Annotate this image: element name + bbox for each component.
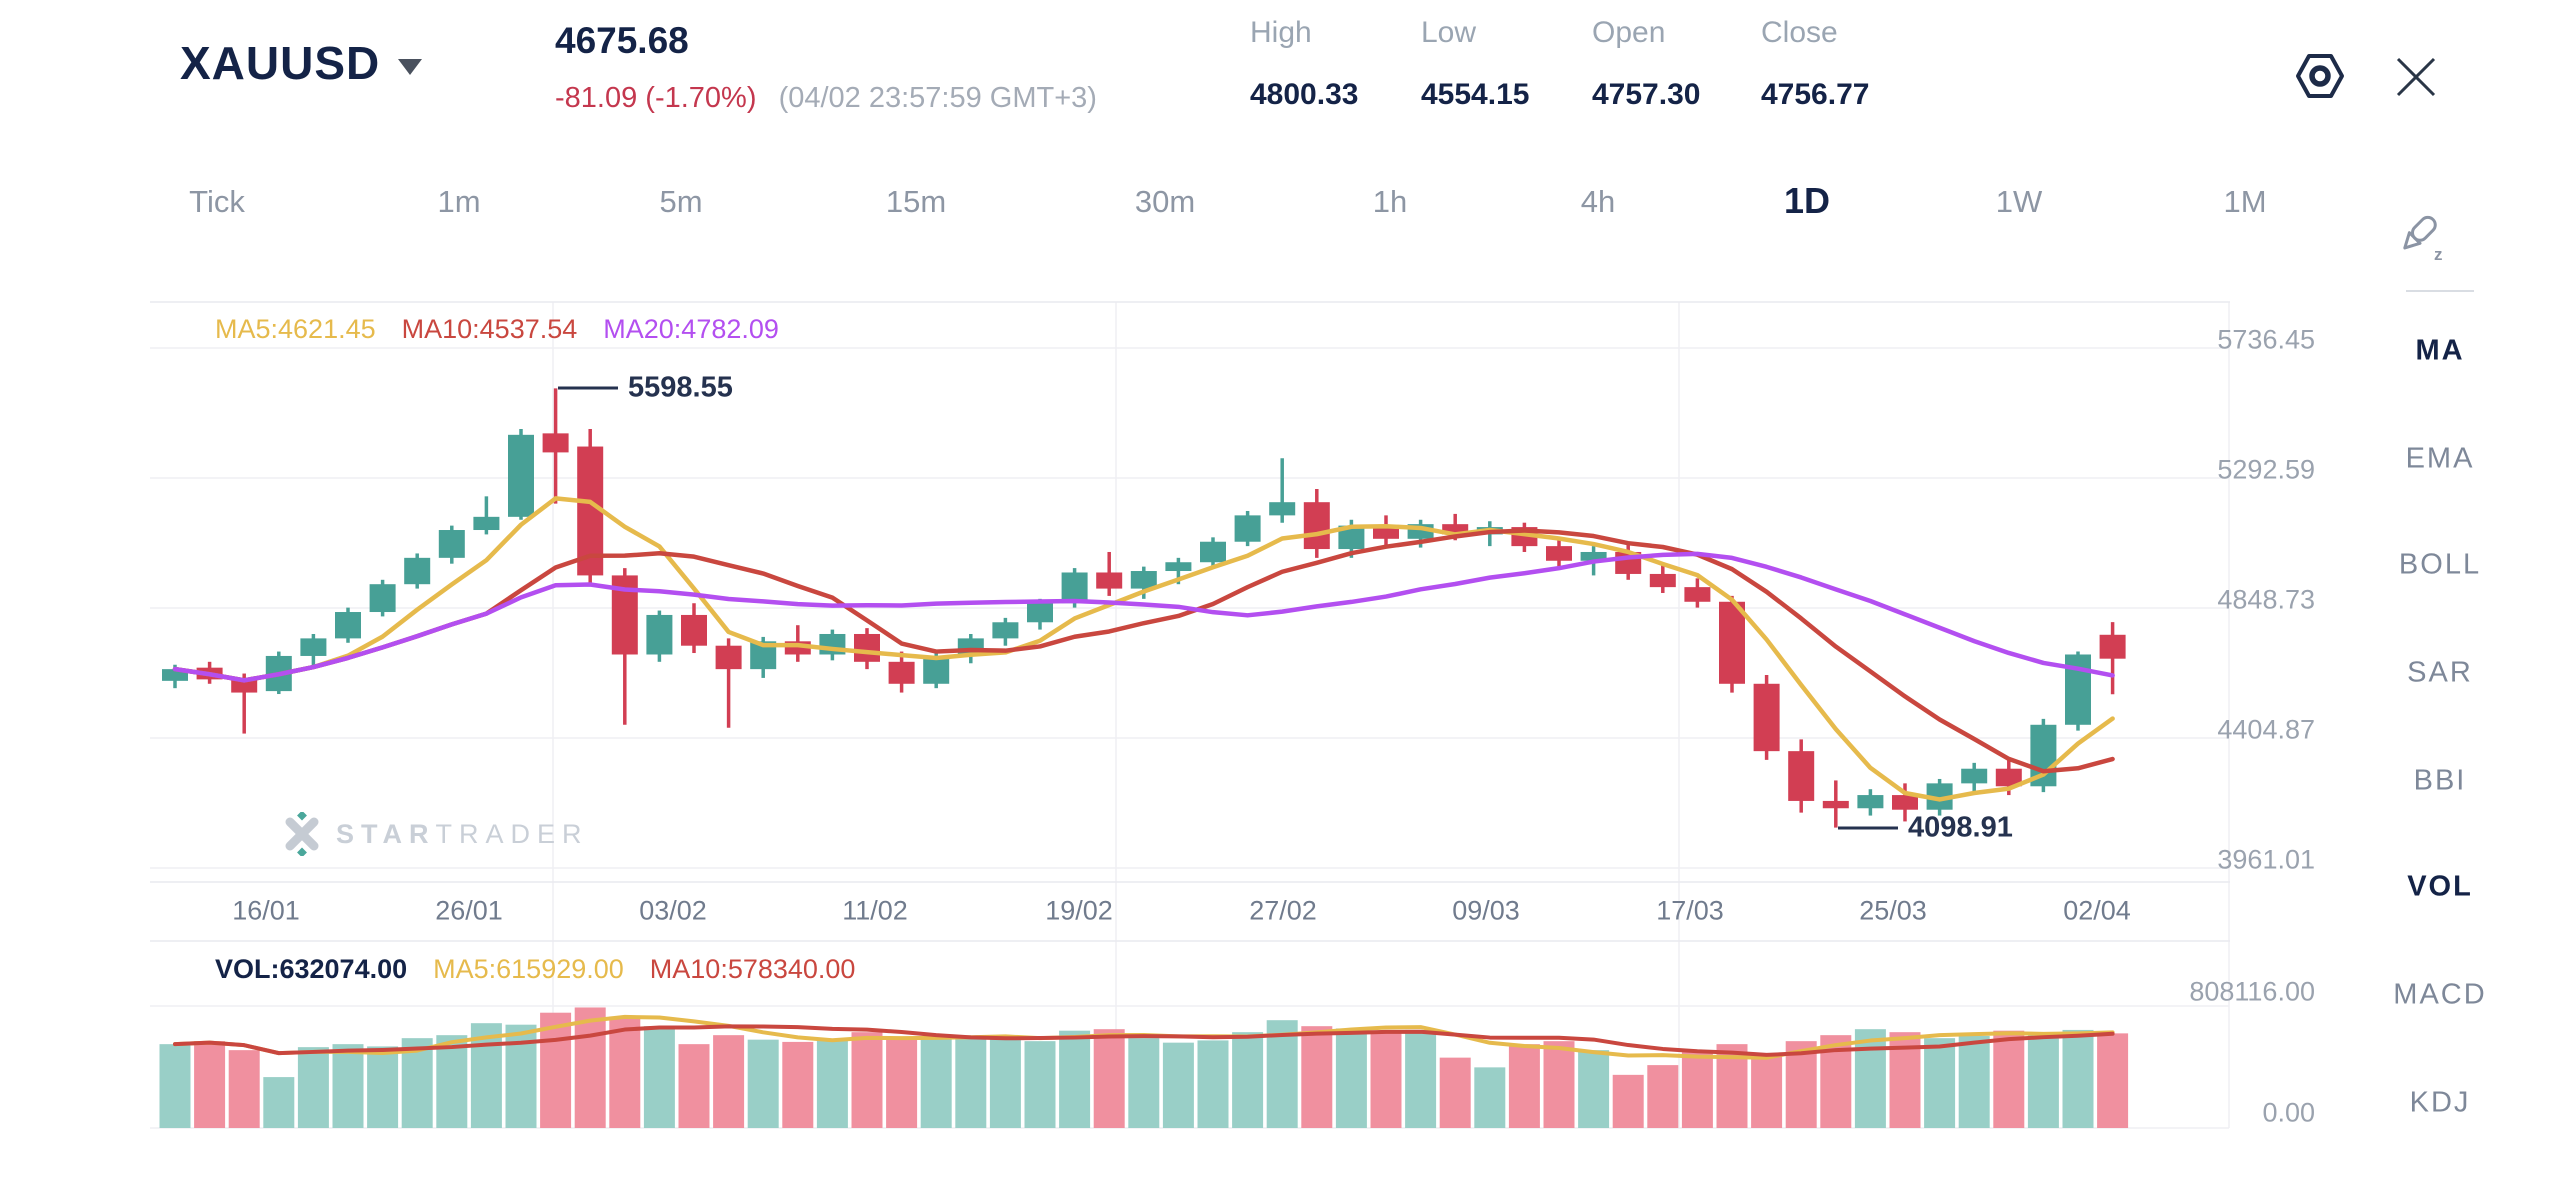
indicator-bbi[interactable]: BBI (2413, 764, 2467, 797)
date-axis-label: 26/01 (435, 895, 503, 926)
caret-down-icon (398, 59, 423, 75)
svg-text:z: z (2434, 245, 2443, 264)
sidebar-divider (2406, 290, 2474, 292)
stat-label: High (1250, 16, 1312, 49)
low-annotation: 4098.91 (1838, 812, 2013, 845)
stat-value: 4554.15 (1421, 78, 1530, 111)
tab-1d-selected[interactable]: 1D (1783, 180, 1831, 221)
volume-axis-max: 808116.00 (2189, 976, 2315, 1007)
date-axis-label: 17/03 (1656, 895, 1724, 926)
indicator-vol[interactable]: VOL (2407, 870, 2473, 903)
watermark-text: STARTRADER (336, 818, 589, 849)
symbol-name: XAUUSD (180, 37, 381, 89)
high-annotation: 5598.55 (558, 372, 733, 405)
indicator-sar[interactable]: SAR (2407, 656, 2473, 689)
pencil-z-icon: z (2403, 215, 2443, 264)
price-ma-legend: MA5:4621.45 MA10:4537.54 MA20:4782.09 (215, 314, 805, 345)
price-change: -81.09 (-1.70%) (555, 82, 757, 114)
volume-legend: VOL:632074.00 MA5:615929.00 MA10:578340.00 (215, 954, 881, 985)
stat-value: 4800.33 (1250, 78, 1359, 111)
star-logo-icon (285, 812, 319, 856)
date-axis-label: 03/02 (639, 895, 707, 926)
broker-watermark: STARTRADER (282, 812, 589, 856)
vol-legend: VOL:632074.00 (215, 954, 408, 984)
indicator-ma[interactable]: MA (2415, 334, 2465, 367)
indicator-kdj[interactable]: KDJ (2409, 1086, 2471, 1119)
stat-high: High 4800.33 (1250, 16, 1410, 112)
ma20-legend: MA20:4782.09 (603, 314, 779, 344)
ma10-legend: MA10:4537.54 (401, 314, 578, 344)
last-price: 4675.68 (555, 20, 689, 61)
ma5-legend: MA5:4621.45 (215, 314, 376, 344)
gear-icon (2296, 54, 2344, 98)
price-change-row: -81.09 (-1.70%) (04/02 23:57:59 GMT+3) (555, 82, 1097, 115)
close-icon (2396, 57, 2436, 97)
indicator-macd[interactable]: MACD (2393, 978, 2487, 1011)
stat-label: Low (1421, 16, 1477, 49)
annotation-line (558, 386, 618, 390)
volume-axis-zero: 0.00 (2262, 1097, 2315, 1128)
date-axis-label: 11/02 (842, 895, 908, 926)
draw-tools-button[interactable]: z (2398, 212, 2450, 269)
close-button[interactable] (2395, 56, 2437, 103)
vol-ma5-legend: MA5:615929.00 (433, 954, 624, 984)
stat-low: Low 4554.15 (1421, 16, 1581, 112)
tab-1w[interactable]: 1W (1995, 184, 2043, 219)
price-axis-label: 3961.01 (2217, 844, 2315, 875)
date-axis-label: 09/03 (1452, 895, 1520, 926)
indicator-boll[interactable]: BOLL (2398, 548, 2482, 581)
price-volume-canvas (150, 301, 2230, 1129)
price-axis-label: 4404.87 (2217, 714, 2315, 745)
stat-value: 4756.77 (1761, 78, 1870, 111)
tab-1m[interactable]: 1m (437, 184, 481, 219)
stat-label: Close (1761, 16, 1838, 49)
date-axis-label: 02/04 (2063, 895, 2131, 926)
settings-button[interactable] (2294, 50, 2346, 107)
symbol-selector[interactable]: XAUUSD (180, 36, 423, 90)
tab-1m-month[interactable]: 1M (2223, 184, 2267, 219)
tab-4h[interactable]: 4h (1580, 184, 1616, 219)
quote-timestamp: (04/02 23:57:59 GMT+3) (778, 82, 1097, 114)
tab-5m[interactable]: 5m (659, 184, 703, 219)
date-axis-label: 16/01 (232, 895, 300, 926)
tab-1h[interactable]: 1h (1372, 184, 1408, 219)
annotation-text: 4098.91 (1908, 811, 2013, 844)
tab-30m[interactable]: 30m (1134, 184, 1196, 219)
stat-label: Open (1592, 16, 1666, 49)
date-axis-label: 27/02 (1249, 895, 1317, 926)
tab-15m[interactable]: 15m (885, 184, 947, 219)
stat-value: 4757.30 (1592, 78, 1701, 111)
stat-open: Open 4757.30 (1592, 16, 1752, 112)
tab-tick[interactable]: Tick (189, 184, 245, 219)
vol-ma10-legend: MA10:578340.00 (649, 954, 856, 984)
date-axis-label: 19/02 (1045, 895, 1113, 926)
price-axis-label: 5292.59 (2217, 454, 2315, 485)
annotation-line (1838, 826, 1898, 830)
price-axis-label: 5736.45 (2217, 324, 2315, 355)
stat-close: Close 4756.77 (1761, 16, 1921, 112)
date-axis-label: 25/03 (1859, 895, 1927, 926)
candlestick-chart[interactable] (150, 300, 2230, 1151)
price-axis-label: 4848.73 (2217, 584, 2315, 615)
indicator-ema[interactable]: EMA (2405, 442, 2475, 475)
annotation-text: 5598.55 (628, 371, 733, 404)
